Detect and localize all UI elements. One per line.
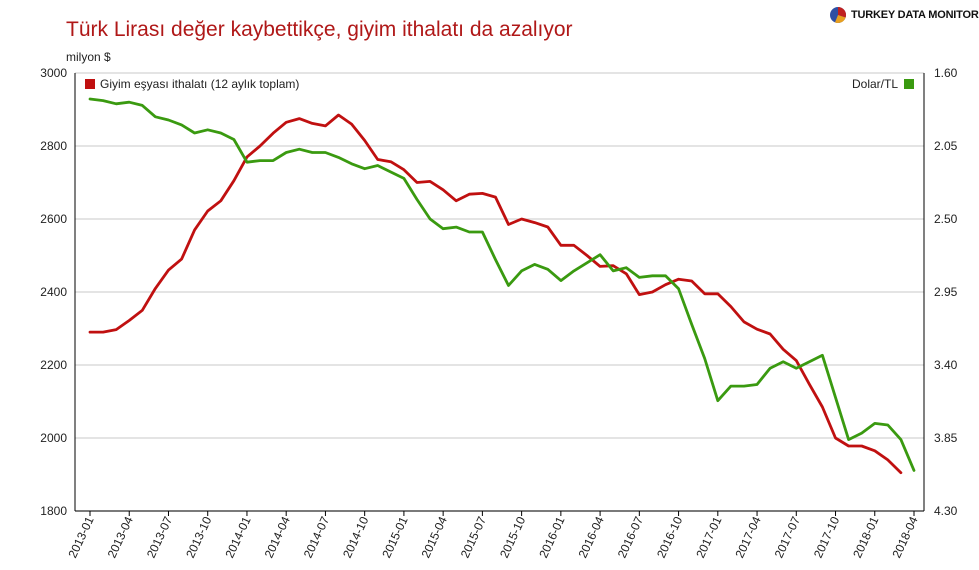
legend-swatch-imports xyxy=(85,79,95,89)
brand: TURKEY DATA MONITOR xyxy=(829,6,979,24)
y-tick-label: 2400 xyxy=(40,285,67,299)
x-tick-label: 2017-04 xyxy=(732,514,763,560)
x-tick-label: 2018-01 xyxy=(850,514,881,560)
series-lines xyxy=(88,97,916,475)
x-tick-label: 2017-10 xyxy=(811,514,842,560)
y-tick-label: 3000 xyxy=(40,66,67,80)
x-tick-label: 2013-10 xyxy=(183,514,214,560)
x-tick-label: 2016-10 xyxy=(654,514,685,560)
legend-label-usd-try: Dolar/TL xyxy=(852,77,898,91)
x-tick-label: 2013-01 xyxy=(65,514,96,560)
x-tick-label: 2015-01 xyxy=(379,514,410,560)
y2-tick-label: 4.30 xyxy=(934,504,958,518)
x-tick-label: 2016-01 xyxy=(536,514,567,560)
series-line-usd-try xyxy=(88,97,916,472)
x-axis-ticks: 2013-01 2013-04 2013-07 2013-10 2014-01 2014-… xyxy=(65,511,921,560)
y-tick-label: 2000 xyxy=(40,431,67,445)
y2-tick-label: 3.85 xyxy=(934,431,958,445)
x-tick-label: 2017-01 xyxy=(693,514,724,560)
y2-tick-label: 2.05 xyxy=(934,139,958,153)
brand-name: TURKEY DATA MONITOR xyxy=(851,9,979,21)
y2-tick-label: 2.50 xyxy=(934,212,958,226)
x-tick-label: 2018-04 xyxy=(889,514,920,560)
grid-lines xyxy=(75,72,924,512)
x-tick-label: 2016-04 xyxy=(576,514,607,560)
x-tick-label: 2013-04 xyxy=(105,514,136,560)
axes xyxy=(74,73,925,512)
x-tick-label: 2015-04 xyxy=(419,514,450,560)
legend-swatch-usd-try xyxy=(904,79,914,89)
right-y-axis-ticks: 1.60 2.05 2.50 2.95 3.40 3.85 4.30 xyxy=(934,66,958,518)
x-tick-label: 2016-07 xyxy=(615,514,646,560)
x-tick-label: 2014-01 xyxy=(222,514,253,560)
y2-tick-label: 3.40 xyxy=(934,358,958,372)
x-tick-label: 2014-07 xyxy=(301,514,332,560)
x-tick-label: 2014-10 xyxy=(340,514,371,560)
series-line-imports xyxy=(88,113,903,475)
x-tick-label: 2015-10 xyxy=(497,514,528,560)
y-tick-label: 2800 xyxy=(40,139,67,153)
pie-logo-icon xyxy=(830,7,847,23)
y-tick-label: 2600 xyxy=(40,212,67,226)
y-tick-label: 2200 xyxy=(40,358,67,372)
x-tick-label: 2013-07 xyxy=(144,514,175,560)
legend: Giyim eşyası ithalatı (12 aylık toplam) D… xyxy=(85,77,914,91)
x-tick-label: 2014-04 xyxy=(262,514,293,560)
y-axis-unit-label: milyon $ xyxy=(66,50,111,64)
y2-tick-label: 2.95 xyxy=(934,285,958,299)
left-y-axis-ticks: 1800 2000 2200 2400 2600 2800 3000 xyxy=(40,66,67,518)
page-title: Türk Lirası değer kaybettikçe, giyim ith… xyxy=(66,18,573,41)
x-tick-label: 2015-07 xyxy=(458,514,489,560)
x-tick-label: 2017-07 xyxy=(772,514,803,560)
y-tick-label: 1800 xyxy=(40,504,67,518)
y2-tick-label: 1.60 xyxy=(934,66,958,80)
legend-label-imports: Giyim eşyası ithalatı (12 aylık toplam) xyxy=(100,77,299,91)
